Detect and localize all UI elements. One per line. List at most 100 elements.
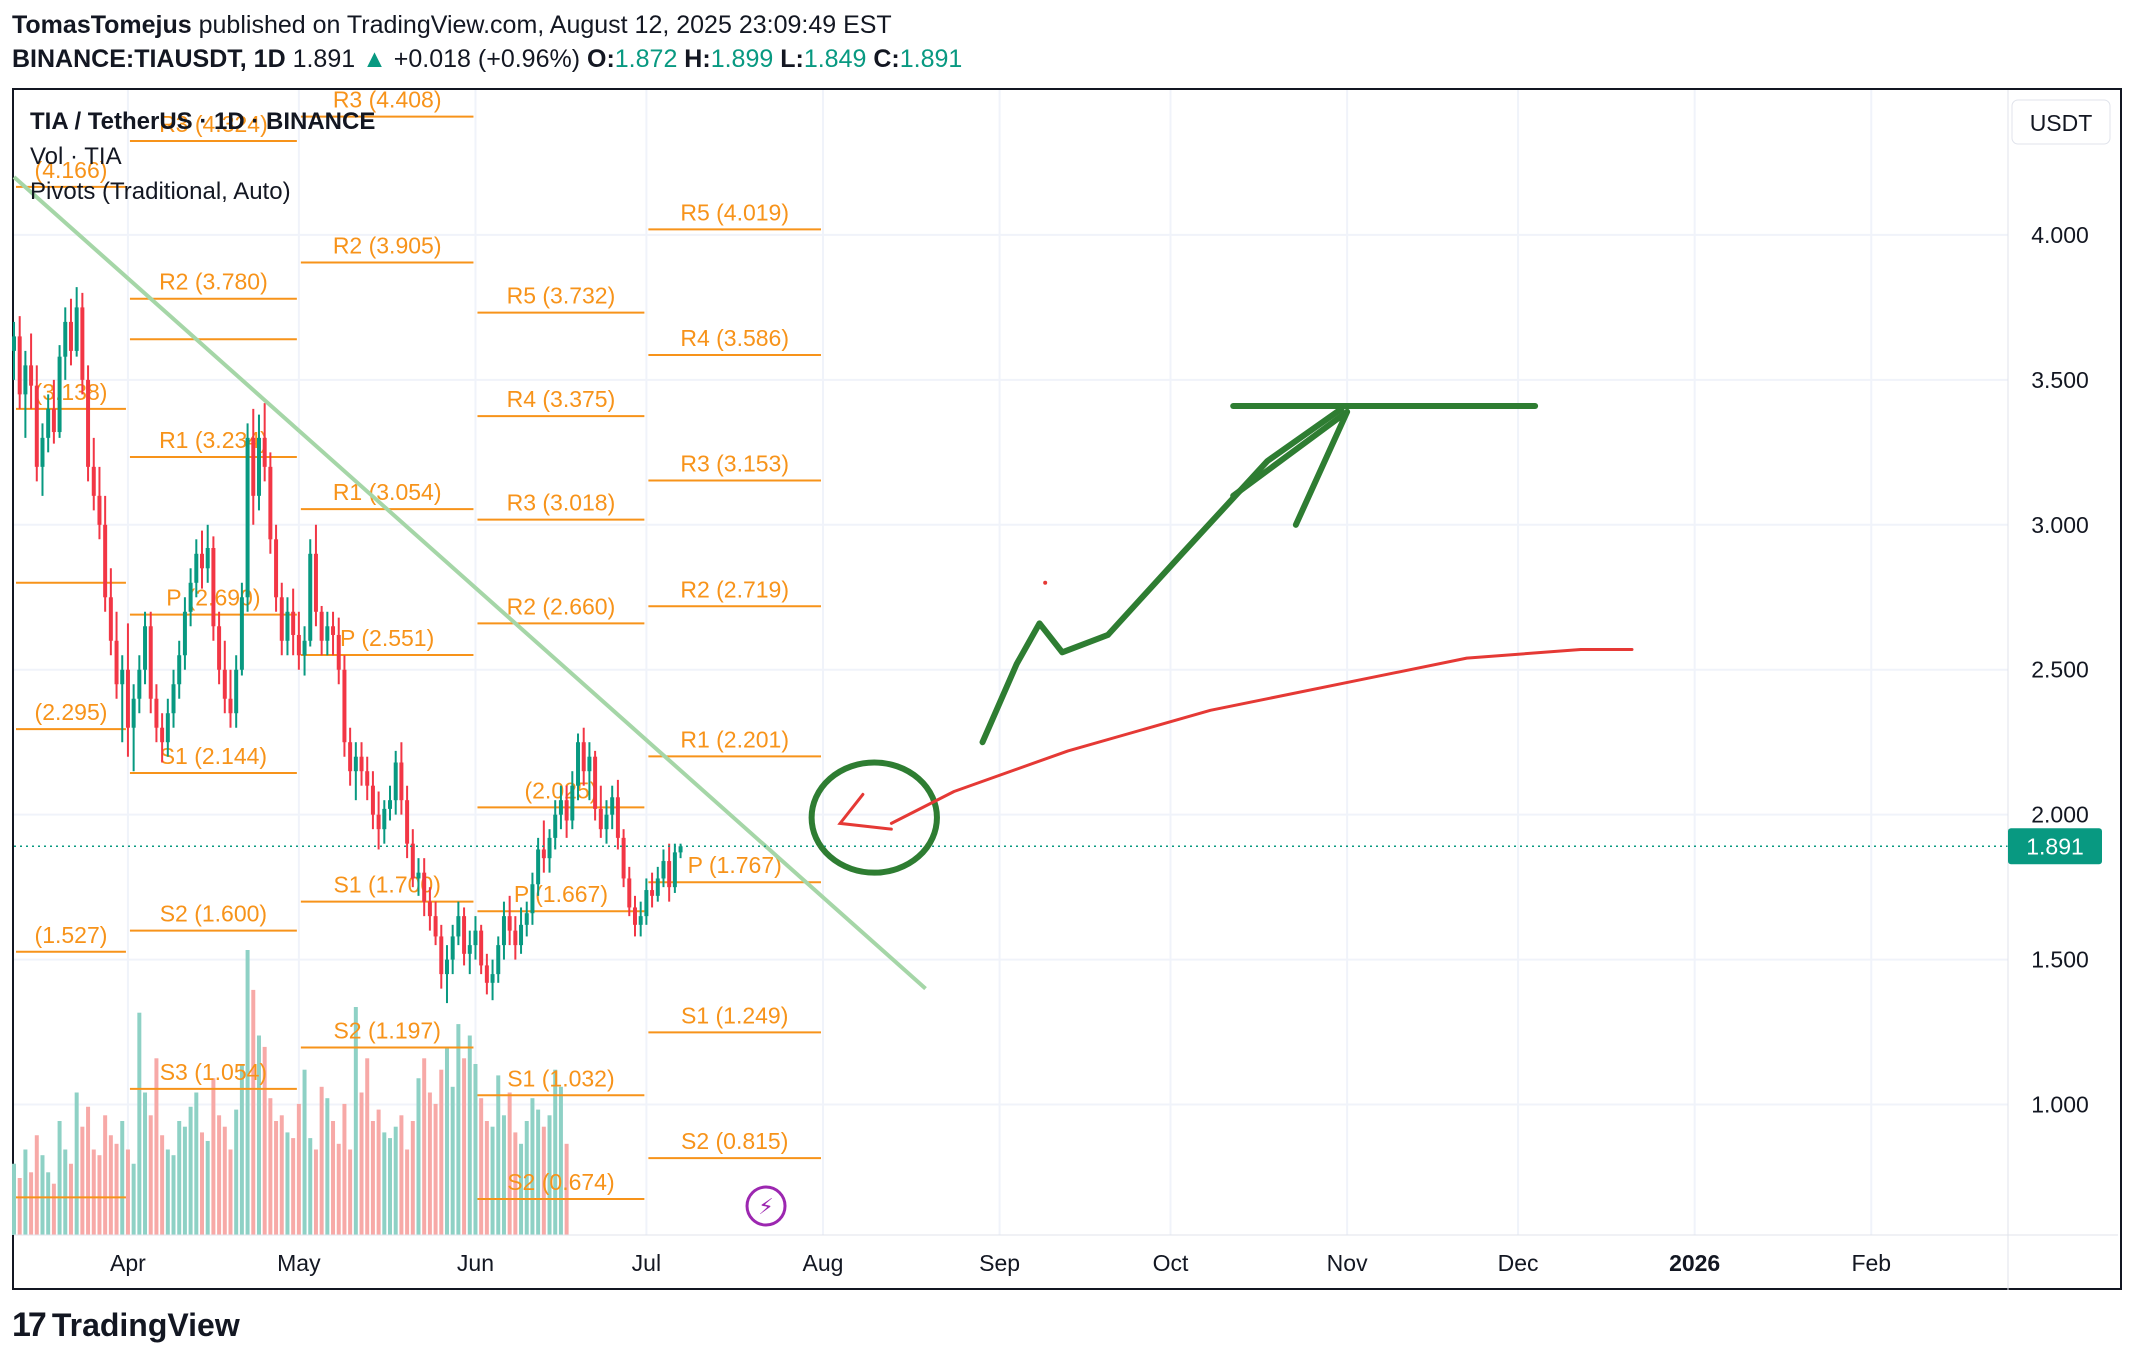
candle-body[interactable] <box>63 321 68 357</box>
candle-body[interactable] <box>410 843 415 879</box>
candle-body[interactable] <box>165 713 170 743</box>
legend-title[interactable]: TIA / TetherUS · 1D · BINANCE <box>30 108 376 135</box>
candle-body[interactable] <box>51 408 56 433</box>
candle-body[interactable] <box>125 669 130 728</box>
candle-body[interactable] <box>581 742 586 772</box>
candle-body[interactable] <box>399 762 404 801</box>
candle-body[interactable] <box>644 890 649 917</box>
candle-body[interactable] <box>604 814 609 830</box>
candle-body[interactable] <box>228 698 233 714</box>
candle-body[interactable] <box>234 669 239 714</box>
candle-body[interactable] <box>564 800 569 821</box>
candle-body[interactable] <box>285 611 290 641</box>
candle-body[interactable] <box>325 626 330 641</box>
candle-body[interactable] <box>365 771 370 786</box>
candle-body[interactable] <box>621 837 626 879</box>
candle-body[interactable] <box>496 945 501 975</box>
candle-body[interactable] <box>610 797 615 815</box>
candle-body[interactable] <box>23 365 28 395</box>
candle-body[interactable] <box>222 669 227 699</box>
candle-body[interactable] <box>547 837 552 859</box>
candle-body[interactable] <box>536 849 541 885</box>
lightning-icon[interactable] <box>745 1185 787 1227</box>
candle-body[interactable] <box>91 466 96 496</box>
candle-body[interactable] <box>370 785 375 815</box>
legend-pivots[interactable]: Pivots (Traditional, Auto) <box>30 178 291 205</box>
candle-body[interactable] <box>103 524 108 598</box>
candle-body[interactable] <box>120 669 125 685</box>
author-name[interactable]: TomasTomejus <box>12 11 192 39</box>
candle-body[interactable] <box>661 861 666 879</box>
candle-body[interactable] <box>376 814 381 830</box>
candle-body[interactable] <box>154 698 159 728</box>
green-circle-highlight[interactable] <box>808 759 940 876</box>
chart-frame[interactable] <box>12 88 2122 1290</box>
tradingview-logo[interactable]: 17 TradingView <box>12 1306 240 1345</box>
candle-body[interactable] <box>530 884 535 914</box>
candle-body[interactable] <box>239 597 244 670</box>
candle-body[interactable] <box>46 408 51 438</box>
candle-body[interactable] <box>68 321 73 351</box>
candle-body[interactable] <box>348 742 353 772</box>
candle-body[interactable] <box>205 548 210 569</box>
candle-body[interactable] <box>422 872 427 902</box>
candle-body[interactable] <box>382 808 387 830</box>
red-curve[interactable] <box>889 647 1634 825</box>
candle-body[interactable] <box>667 861 672 888</box>
candle-body[interactable] <box>473 930 478 946</box>
red-arrowhead[interactable] <box>837 792 893 831</box>
candle-body[interactable] <box>587 756 592 772</box>
candle-body[interactable] <box>450 936 455 960</box>
candle-body[interactable] <box>29 365 34 386</box>
candle-body[interactable] <box>655 878 660 896</box>
candle-body[interactable] <box>86 379 91 467</box>
candle-body[interactable] <box>524 913 529 925</box>
candle-body[interactable] <box>296 634 301 656</box>
candle-body[interactable] <box>12 336 16 351</box>
candle-body[interactable] <box>137 669 142 699</box>
candle-body[interactable] <box>262 437 267 467</box>
candle-body[interactable] <box>194 553 199 583</box>
candle-body[interactable] <box>632 907 637 925</box>
candle-body[interactable] <box>479 930 484 966</box>
candle-body[interactable] <box>319 611 324 641</box>
candle-body[interactable] <box>462 916 467 954</box>
candle-body[interactable] <box>467 945 472 954</box>
candle-body[interactable] <box>108 597 113 641</box>
candle-body[interactable] <box>553 814 558 838</box>
candle-body[interactable] <box>627 878 632 908</box>
candle-body[interactable] <box>672 852 677 888</box>
candle-body[interactable] <box>40 437 45 467</box>
candle-body[interactable] <box>490 974 495 983</box>
candle-body[interactable] <box>342 669 347 743</box>
candle-body[interactable] <box>598 808 603 830</box>
candle-body[interactable] <box>17 336 22 395</box>
last-price-badge[interactable] <box>2008 828 2102 865</box>
green-arrowhead[interactable] <box>1230 408 1351 528</box>
candle-body[interactable] <box>313 553 318 612</box>
candle-body[interactable] <box>182 611 187 656</box>
candle-body[interactable] <box>74 307 79 351</box>
candle-body[interactable] <box>393 762 398 801</box>
candle-body[interactable] <box>308 553 313 641</box>
candle-body[interactable] <box>131 698 136 728</box>
candle-body[interactable] <box>433 916 438 937</box>
candle-body[interactable] <box>444 959 449 975</box>
candle-body[interactable] <box>302 640 307 656</box>
candle-body[interactable] <box>256 437 261 496</box>
candle-body[interactable] <box>507 916 512 931</box>
candle-body[interactable] <box>541 849 546 859</box>
candle-body[interactable] <box>388 800 393 809</box>
candle-body[interactable] <box>427 901 432 917</box>
candle-body[interactable] <box>576 742 581 786</box>
candle-body[interactable] <box>336 634 341 670</box>
candle-body[interactable] <box>359 756 364 772</box>
candle-body[interactable] <box>570 785 575 821</box>
candle-body[interactable] <box>678 846 683 853</box>
candle-body[interactable] <box>160 727 165 743</box>
candle-body[interactable] <box>200 553 204 569</box>
candle-body[interactable] <box>439 936 444 975</box>
candle-body[interactable] <box>331 626 336 635</box>
candle-body[interactable] <box>519 924 524 946</box>
